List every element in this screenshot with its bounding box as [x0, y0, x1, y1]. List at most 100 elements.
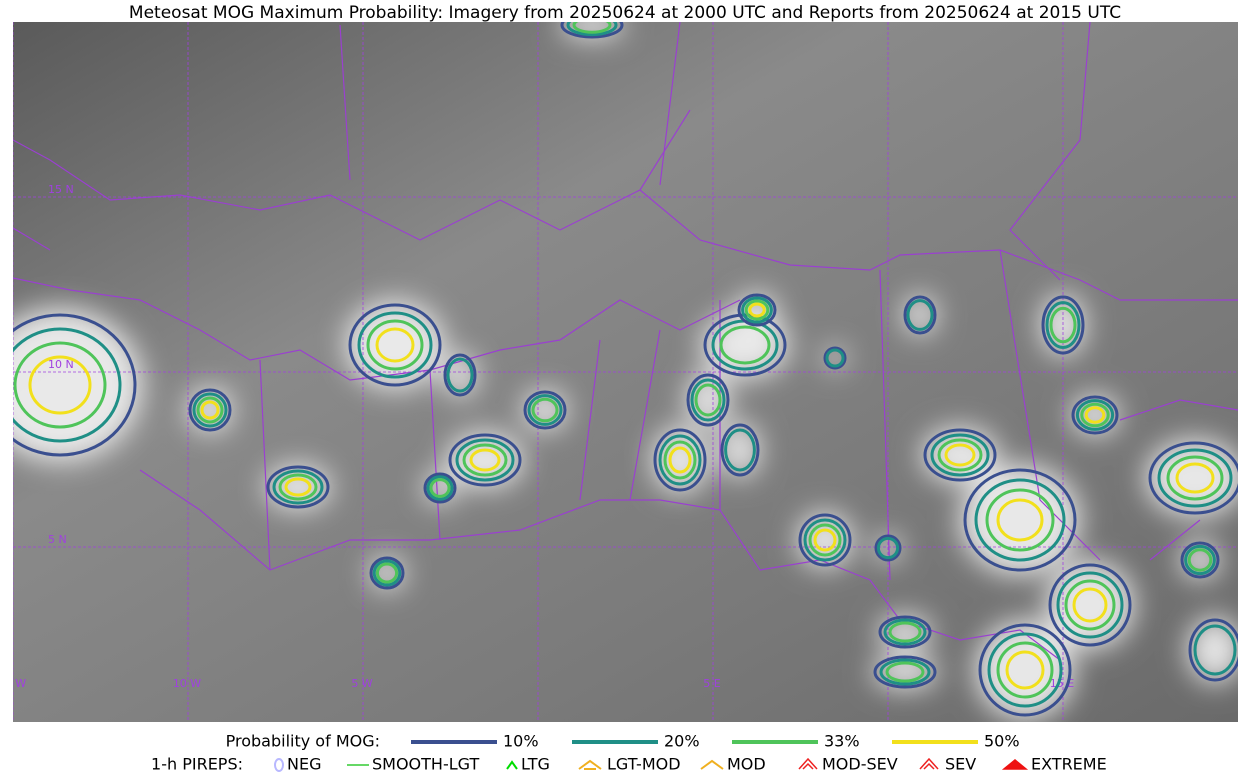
legend-label: LGT-MOD	[607, 755, 681, 774]
contour	[825, 348, 845, 368]
contour	[566, 22, 618, 37]
contour	[744, 299, 770, 321]
contour	[1084, 406, 1106, 424]
legend-label: SEV	[945, 755, 976, 774]
contour	[996, 498, 1044, 542]
lat-label: 5 N	[48, 533, 67, 546]
contour	[996, 641, 1054, 699]
legend-icon	[919, 757, 939, 770]
contour	[930, 433, 990, 477]
contour	[803, 518, 847, 562]
contour	[686, 373, 730, 427]
legend-label: 10%	[503, 732, 539, 751]
contour	[987, 632, 1063, 708]
contour	[469, 448, 501, 472]
contour	[883, 618, 927, 646]
contour	[1048, 563, 1132, 647]
contour	[1148, 441, 1238, 515]
contour	[974, 478, 1066, 562]
contour	[1005, 650, 1045, 690]
contour	[903, 295, 937, 335]
contour	[1175, 462, 1215, 494]
contour	[813, 528, 837, 552]
contour	[668, 446, 692, 474]
contour	[426, 475, 454, 501]
contour	[906, 299, 934, 331]
contour	[694, 383, 722, 417]
lat-label: 15 N	[48, 183, 74, 196]
contour	[1045, 301, 1081, 349]
lon-label: 15 W	[0, 677, 26, 690]
contour	[375, 562, 399, 584]
contour	[357, 311, 433, 379]
contour	[737, 293, 777, 327]
contour	[741, 296, 773, 324]
contour	[429, 478, 451, 498]
legend-label: 33%	[824, 732, 860, 751]
contour	[944, 443, 976, 467]
contour	[937, 438, 983, 472]
contour	[653, 428, 707, 492]
mog-contours	[13, 22, 1238, 717]
contour	[523, 390, 567, 430]
contour	[462, 443, 508, 477]
legend-label: 20%	[664, 732, 700, 751]
contour	[531, 397, 559, 423]
contour	[720, 423, 760, 477]
contour	[878, 615, 932, 649]
contour	[923, 428, 997, 482]
contour	[443, 353, 477, 397]
contour	[366, 319, 424, 371]
contour	[719, 325, 771, 365]
contour	[13, 341, 107, 429]
contour	[348, 303, 442, 387]
contour	[192, 392, 228, 428]
contour	[1064, 579, 1116, 631]
contour	[1180, 541, 1220, 579]
contour	[200, 400, 220, 420]
contour	[284, 477, 312, 497]
legend-icon	[798, 757, 818, 770]
contour	[888, 621, 922, 643]
legend: Probability of MOG: 10% 20% 33% 50% 1-h PIREP…	[151, 732, 1107, 774]
contour	[1157, 448, 1233, 508]
contour	[873, 655, 937, 689]
legend-label: LTG	[521, 755, 550, 774]
legend-label: SMOOTH-LGT	[372, 755, 479, 774]
legend-title: 1-h PIREPS:	[151, 755, 243, 774]
contour	[798, 513, 852, 567]
contour	[963, 468, 1077, 572]
legend-icon	[578, 759, 602, 770]
contour	[560, 22, 624, 39]
title: Meteosat MOG Maximum Probability: Imager…	[129, 3, 1121, 23]
contour	[663, 440, 697, 480]
legend-label: MOD	[727, 755, 766, 774]
contour	[690, 378, 726, 422]
lon-label: 10 W	[173, 677, 201, 690]
contour	[874, 534, 902, 562]
legend-label: NEG	[287, 755, 321, 774]
contour	[1072, 587, 1108, 623]
legend-title: Probability of MOG:	[226, 732, 380, 751]
lat-label: 10 N	[48, 358, 74, 371]
contour	[1187, 548, 1213, 572]
contour	[446, 357, 474, 393]
contour	[527, 394, 563, 426]
contour	[1193, 624, 1237, 676]
contour	[985, 488, 1055, 552]
contour	[188, 388, 232, 432]
contour	[879, 658, 931, 686]
contour	[375, 327, 415, 363]
contour	[372, 559, 402, 587]
contour	[369, 556, 405, 590]
contour	[1188, 618, 1238, 682]
contour	[448, 433, 522, 487]
contour	[658, 434, 702, 486]
contour	[1166, 455, 1224, 501]
contour	[272, 469, 324, 505]
contour	[13, 313, 137, 457]
contour	[748, 302, 766, 318]
legend-label: 50%	[984, 732, 1020, 751]
